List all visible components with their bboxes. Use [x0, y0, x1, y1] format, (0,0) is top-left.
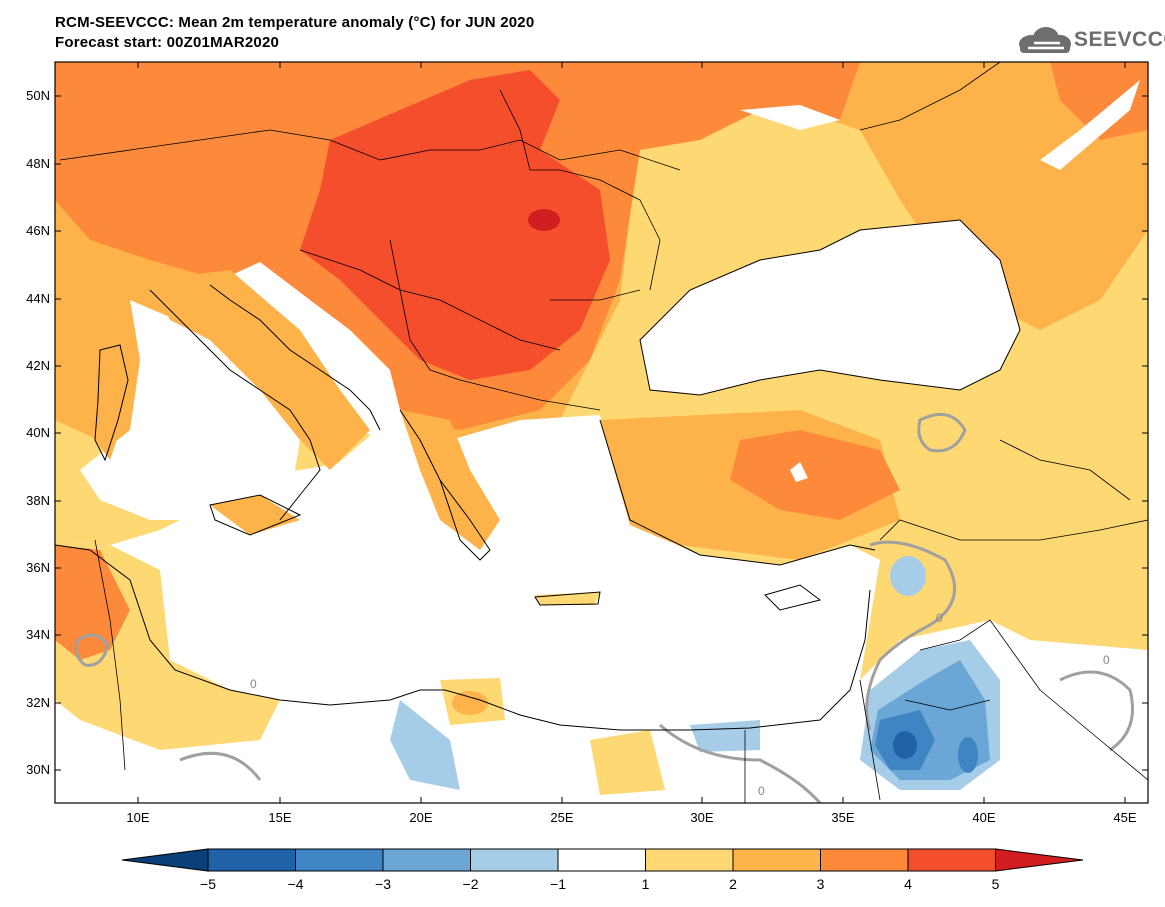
contour-zero-label: 0 [936, 611, 943, 625]
libya-warm-spot [452, 691, 488, 715]
cold-spot-libya [390, 700, 460, 790]
cold-spot-nile-delta [690, 720, 760, 752]
lat-tick-label: 34N [26, 627, 50, 642]
colorbar-tick-label: 3 [816, 876, 825, 892]
colorbar-segment [382, 848, 471, 872]
lat-tick-label: 40N [26, 425, 50, 440]
zero-contours [74, 412, 1134, 803]
lon-tick-label: 20E [409, 810, 433, 825]
lat-tick-label: 42N [26, 358, 50, 373]
egypt-field [590, 730, 665, 795]
colorbar-tick-label: −3 [375, 876, 391, 892]
field-band-3-4-anatolia [730, 430, 900, 520]
river-patch [1040, 80, 1140, 170]
colorbar-tick-label: 4 [904, 876, 912, 892]
lake-patch [740, 105, 840, 130]
colorbar-segment [557, 848, 646, 872]
axis-ticks [55, 62, 1148, 803]
lat-tick-label: 32N [26, 695, 50, 710]
cold-band-3-4-east [958, 737, 978, 773]
contour-zero-label: 0 [250, 677, 257, 691]
forecast-start-label: Forecast start: 00Z01MAR2020 [55, 34, 280, 51]
lat-tick-label: 46N [26, 223, 50, 238]
coastlines [55, 219, 1021, 731]
lon-tick-label: 25E [550, 810, 574, 825]
field-band-4-5 [300, 70, 610, 380]
colorbar-tick-label: −1 [550, 876, 566, 892]
lat-tick-label: 30N [26, 762, 50, 777]
cold-band-4-5 [893, 731, 917, 759]
italy-field [150, 270, 370, 470]
colorbar-segment [732, 848, 821, 872]
contour-zero-label: 0 [1103, 653, 1110, 667]
colorbar-tick-label: 2 [729, 876, 737, 892]
black-sea [640, 220, 1020, 395]
colorbar-tick-label: −2 [462, 876, 479, 892]
lon-tick-label: 35E [831, 810, 855, 825]
colorbar-tick-label: 1 [641, 876, 650, 892]
lake-tuz [790, 462, 808, 482]
lon-tick-label: 30E [690, 810, 714, 825]
colorbar [121, 848, 1084, 872]
colorbar-tick-label: −4 [287, 876, 304, 892]
lon-tick-label: 45E [1113, 810, 1137, 825]
lat-tick-label: 48N [26, 156, 50, 171]
lat-tick-label: 44N [26, 291, 50, 306]
logo-text: SEEVCCC [1074, 28, 1165, 51]
colorbar-segment [470, 848, 559, 872]
colorbar-tick-label: −5 [200, 876, 216, 892]
colorbar-tick-label: 5 [991, 876, 1000, 892]
lon-tick-label: 10E [126, 810, 150, 825]
colorbar-segment [645, 848, 734, 872]
lat-tick-label: 36N [26, 560, 50, 575]
lon-tick-label: 40E [972, 810, 996, 825]
colorbar-min-arrow [121, 848, 209, 872]
colorbar-segment [907, 848, 996, 872]
sicily-field [210, 495, 300, 535]
colorbar-segment [207, 848, 296, 872]
cold-spot-lebanon [890, 556, 926, 596]
seevccc-logo [1019, 27, 1071, 53]
colorbar-segment [820, 848, 909, 872]
contour-zero-label: 0 [758, 784, 765, 798]
lon-tick-label: 15E [268, 810, 292, 825]
colorbar-segment [295, 848, 384, 872]
field-band-3-4-ne [1050, 62, 1148, 140]
sardinia-corsica-field [95, 340, 130, 460]
field-band-gt5 [528, 209, 560, 231]
tyrrhenian-sea [80, 300, 300, 520]
country-borders [59, 62, 1148, 803]
lat-tick-label: 50N [26, 88, 50, 103]
colorbar-max-arrow [995, 848, 1084, 872]
greece-field [400, 410, 500, 550]
lat-tick-label: 38N [26, 493, 50, 508]
map-title: RCM-SEEVCCC: Mean 2m temperature anomaly… [55, 14, 535, 31]
anomaly-field [55, 62, 1148, 803]
